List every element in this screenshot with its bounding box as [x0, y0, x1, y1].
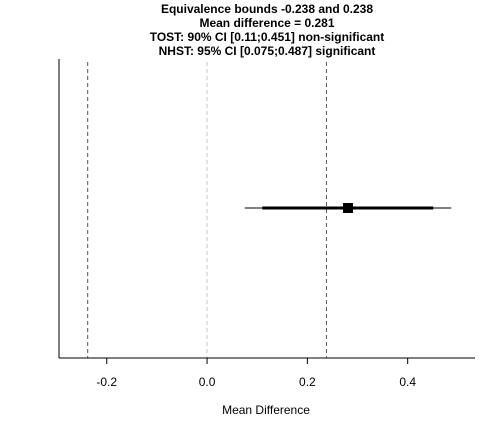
x-tick-label: 0.2 [299, 375, 316, 389]
plot-area [87, 62, 452, 358]
x-tick-label: -0.2 [96, 375, 117, 389]
title-line-1: Equivalence bounds -0.238 and 0.238 [161, 2, 373, 16]
x-tick-label: 0.4 [399, 375, 416, 389]
mean-difference-point [343, 203, 354, 213]
title-line-4: NHST: 95% CI [0.075;0.487] significant [159, 44, 376, 58]
x-axis-title: Mean Difference [222, 403, 310, 417]
x-tick-label: 0.0 [199, 375, 216, 389]
title-line-3: TOST: 90% CI [0.11;0.451] non-significan… [150, 30, 385, 44]
title-line-2: Mean difference = 0.281 [199, 16, 334, 30]
chart-title: Equivalence bounds -0.238 and 0.238 Mean… [150, 2, 385, 58]
x-ticks: -0.2 0.0 0.2 0.4 [96, 358, 416, 389]
